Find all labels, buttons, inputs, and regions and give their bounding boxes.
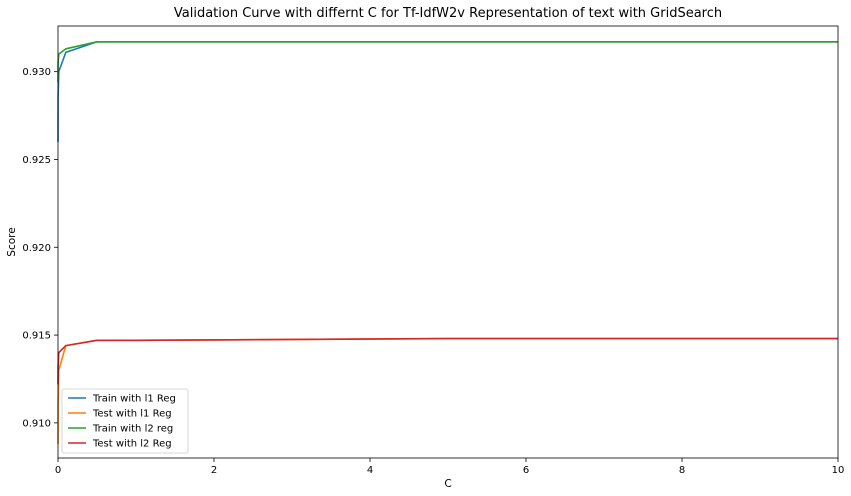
x-tick-label: 10 xyxy=(832,465,845,476)
legend-entry-label: Test with l2 Reg xyxy=(92,439,172,450)
y-tick-label: 0.925 xyxy=(22,155,51,166)
legend: Train with l1 Reg Test with l1 Reg Train w… xyxy=(61,388,189,454)
x-tick-label: 2 xyxy=(211,465,217,476)
legend-entry-label: Train with l1 Reg xyxy=(92,394,176,405)
chart-title: Validation Curve with differnt C for Tf-… xyxy=(174,6,722,21)
legend-entry-label: Train with l2 reg xyxy=(92,424,173,435)
legend-entry-label: Test with l1 Reg xyxy=(92,409,172,420)
y-axis-label: Score xyxy=(6,227,18,256)
y-tick-label: 0.920 xyxy=(22,243,51,254)
y-tick-label: 0.915 xyxy=(22,331,51,342)
legend-box xyxy=(61,388,189,454)
y-tick-label: 0.910 xyxy=(22,418,51,429)
y-tick-label: 0.930 xyxy=(22,67,51,78)
x-tick-label: 6 xyxy=(523,465,529,476)
x-tick-label: 4 xyxy=(367,465,373,476)
plot-area-frame xyxy=(57,25,839,459)
x-tick-label: 8 xyxy=(679,465,685,476)
x-tick-label: 0 xyxy=(55,465,61,476)
x-axis-label: C xyxy=(444,478,451,490)
